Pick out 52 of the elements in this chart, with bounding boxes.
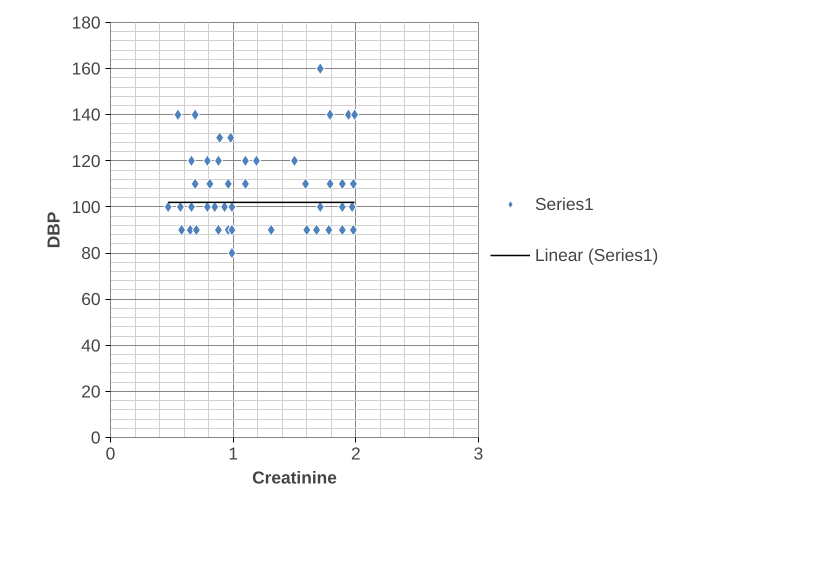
x-tick-label: 1 bbox=[228, 444, 238, 464]
point bbox=[266, 224, 276, 236]
point bbox=[227, 200, 236, 214]
point bbox=[227, 224, 236, 236]
point bbox=[338, 224, 347, 236]
point bbox=[301, 177, 310, 190]
point bbox=[214, 224, 223, 236]
x-tick-label: 0 bbox=[106, 444, 116, 464]
point bbox=[324, 224, 334, 236]
point bbox=[205, 177, 214, 190]
point bbox=[348, 177, 358, 190]
point bbox=[177, 224, 186, 236]
y-tick-label: 140 bbox=[72, 104, 101, 125]
point bbox=[326, 177, 335, 190]
y-tick-label: 160 bbox=[72, 58, 101, 79]
y-tick-label: 180 bbox=[72, 12, 101, 32]
point bbox=[224, 177, 233, 190]
x-tick-label: 2 bbox=[351, 444, 361, 464]
y-tick-label: 100 bbox=[72, 196, 101, 217]
point bbox=[192, 224, 201, 236]
point bbox=[226, 131, 236, 144]
point bbox=[338, 177, 347, 190]
point bbox=[302, 224, 312, 236]
point bbox=[344, 108, 353, 122]
y-tick-label: 40 bbox=[81, 335, 101, 356]
point bbox=[190, 177, 200, 190]
legend-label: Linear (Series1) bbox=[535, 244, 658, 266]
point bbox=[214, 154, 223, 168]
y-tick-label: 80 bbox=[81, 243, 101, 264]
point bbox=[312, 224, 322, 236]
point bbox=[227, 246, 236, 260]
x-tick-label: 3 bbox=[474, 444, 484, 464]
point bbox=[240, 177, 250, 190]
legend-label: Series1 bbox=[535, 194, 594, 214]
point bbox=[215, 131, 224, 144]
point bbox=[186, 154, 196, 168]
point bbox=[348, 224, 358, 236]
y-tick-label: 120 bbox=[72, 150, 101, 171]
x-axis-title: Creatinine bbox=[252, 468, 338, 488]
point bbox=[202, 154, 212, 168]
point bbox=[326, 108, 335, 122]
y-tick-label: 20 bbox=[81, 381, 101, 402]
y-tick-label: 60 bbox=[81, 289, 101, 310]
point bbox=[350, 108, 360, 122]
point bbox=[316, 62, 325, 76]
point bbox=[252, 154, 261, 168]
point bbox=[190, 108, 200, 122]
point bbox=[173, 108, 182, 122]
point bbox=[164, 200, 173, 214]
point bbox=[240, 154, 250, 168]
y-axis-title: DBP bbox=[44, 212, 64, 248]
y-tick-label: 0 bbox=[90, 428, 101, 448]
